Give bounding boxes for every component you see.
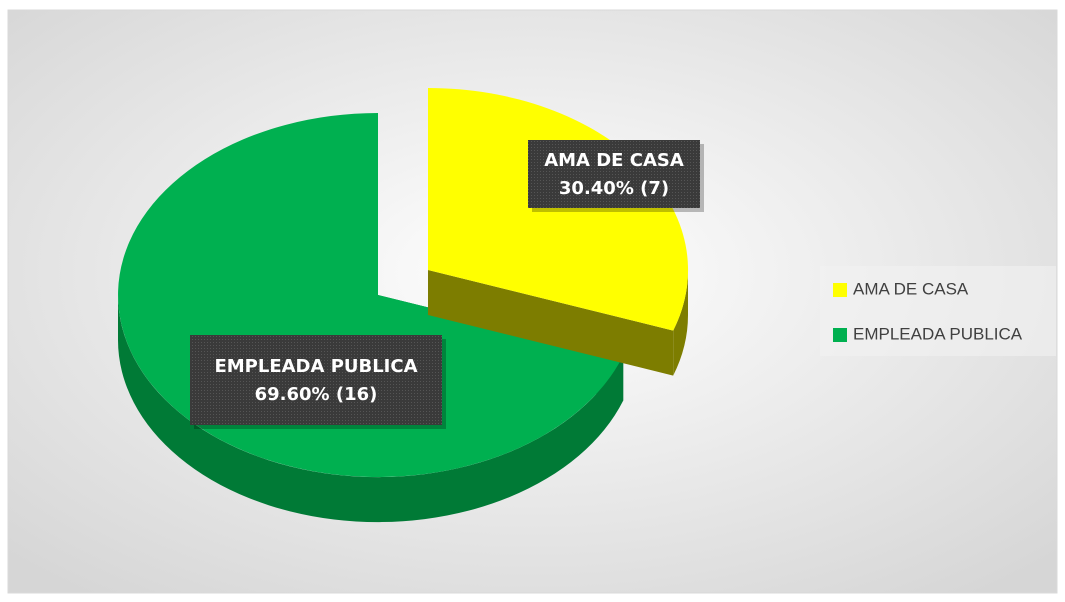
data-label-value: 30.40% (7) xyxy=(559,178,669,199)
data-label-box xyxy=(190,335,442,425)
slice-side xyxy=(673,270,688,376)
data-label-category: AMA DE CASA xyxy=(544,150,684,171)
legend-swatch xyxy=(833,283,847,297)
slice-wall xyxy=(428,270,674,376)
slice xyxy=(428,88,689,376)
slice-side xyxy=(117,295,624,523)
data-label-value: 69.60% (16) xyxy=(255,384,378,405)
legend-label: AMA DE CASA xyxy=(853,279,969,298)
legend-box xyxy=(820,266,1056,356)
data-label-box xyxy=(528,140,700,208)
legend-swatch xyxy=(833,328,847,342)
legend-label: EMPLEADA PUBLICA xyxy=(853,324,1023,343)
data-label-category: EMPLEADA PUBLICA xyxy=(214,356,417,377)
slice-top xyxy=(428,88,689,331)
